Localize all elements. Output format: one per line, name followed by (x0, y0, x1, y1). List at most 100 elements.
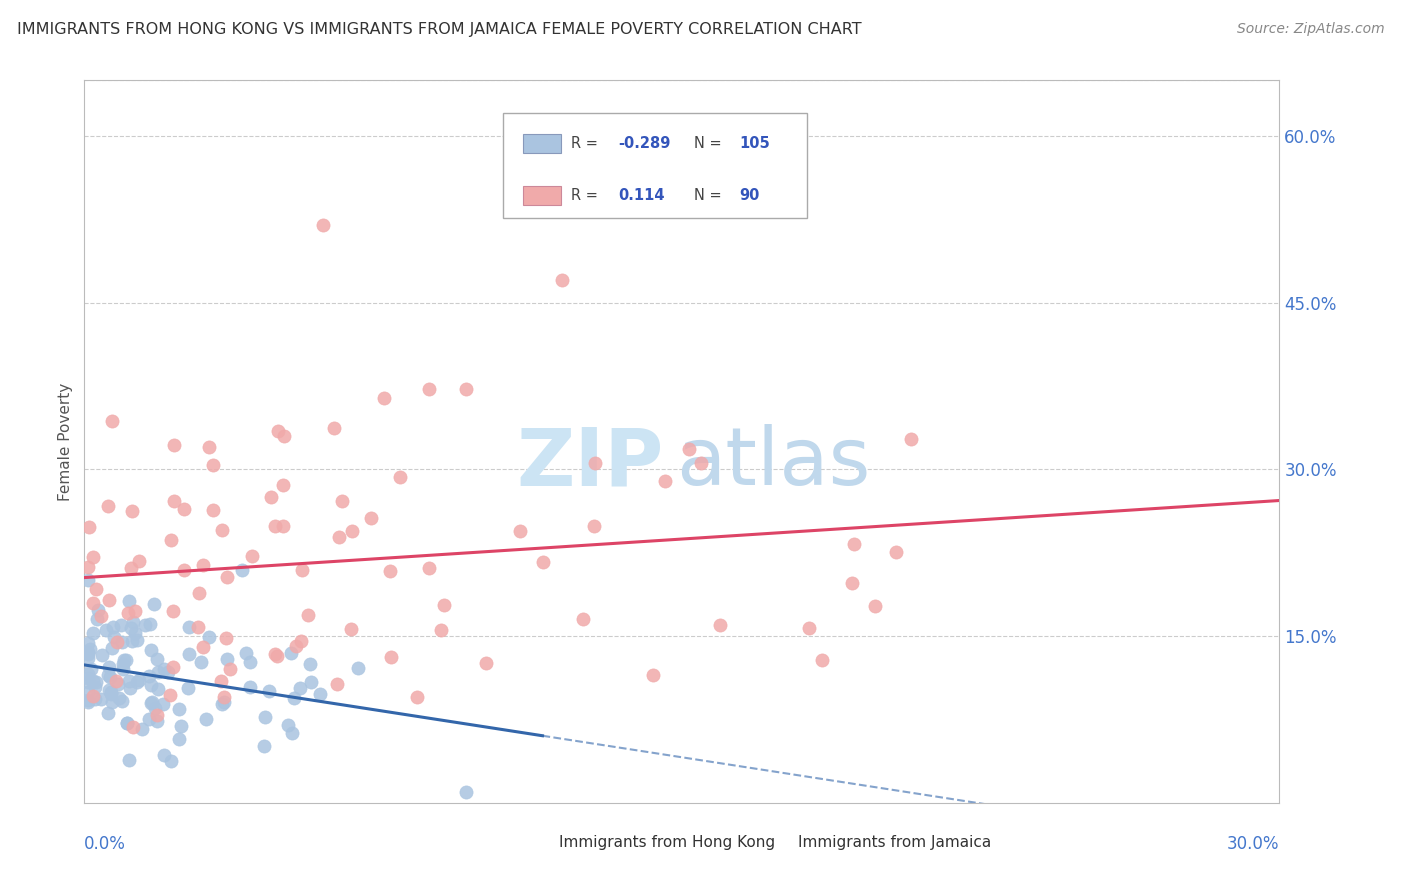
Point (266, 648, 288, 663)
Point (188, 586, 211, 600)
Point (118, 594, 141, 608)
Point (97, 668, 120, 682)
Point (82, 690, 104, 704)
Point (360, 510, 382, 524)
Point (152, 698, 174, 712)
Point (454, 382, 477, 396)
Point (689, 456, 711, 470)
Point (378, 564, 401, 578)
Point (231, 563, 253, 577)
Point (146, 714, 169, 728)
Point (340, 524, 363, 538)
Point (201, 458, 224, 472)
Point (215, 651, 238, 665)
Point (326, 677, 349, 691)
Point (90, 692, 112, 706)
Point (138, 712, 160, 726)
Point (79, 662, 101, 676)
Point (128, 553, 150, 567)
Point (571, 612, 593, 626)
Point (105, 635, 128, 649)
Point (139, 643, 162, 657)
Point (209, 673, 232, 688)
Point (297, 608, 319, 623)
Point (121, 634, 143, 648)
Point (811, 653, 834, 667)
Point (111, 635, 134, 649)
Point (193, 558, 215, 572)
Point (884, 545, 907, 559)
Point (312, 218, 335, 232)
Text: 30.0%: 30.0% (1227, 835, 1279, 854)
Point (173, 502, 195, 516)
Point (267, 424, 290, 438)
Point (111, 662, 134, 676)
Point (456, 785, 478, 799)
Point (678, 442, 700, 456)
Text: 0.114: 0.114 (619, 187, 665, 202)
Point (215, 570, 238, 584)
Point (211, 523, 233, 537)
Point (139, 696, 162, 710)
Bar (523, 186, 561, 204)
Point (298, 657, 321, 672)
Point (103, 631, 125, 645)
Point (86, 612, 108, 626)
Point (101, 641, 124, 656)
Text: atlas: atlas (676, 425, 870, 502)
Text: 105: 105 (740, 136, 770, 151)
Point (322, 420, 344, 434)
Point (122, 615, 145, 629)
Point (429, 623, 451, 637)
Point (153, 662, 176, 676)
Point (139, 616, 162, 631)
Point (709, 618, 731, 632)
Point (239, 680, 262, 694)
Bar (520, 835, 551, 851)
Point (148, 681, 170, 696)
Point (101, 620, 124, 634)
Bar (759, 835, 790, 851)
Point (90, 609, 112, 624)
Point (141, 694, 163, 708)
Point (198, 440, 221, 454)
Point (107, 677, 129, 691)
Point (160, 533, 183, 547)
Point (235, 646, 257, 660)
Point (162, 660, 184, 674)
Point (157, 665, 180, 679)
Point (290, 633, 312, 648)
Point (643, 668, 665, 682)
Point (111, 694, 134, 708)
Point (100, 414, 122, 428)
Point (177, 647, 200, 661)
Point (77, 651, 100, 665)
Point (281, 725, 304, 739)
Point (799, 621, 821, 635)
Point (138, 669, 160, 683)
Point (146, 707, 169, 722)
Point (82, 549, 104, 564)
Point (77, 685, 100, 699)
Point (83, 692, 105, 706)
Point (170, 718, 193, 732)
Point (82, 626, 104, 640)
Point (280, 646, 302, 660)
Point (406, 690, 429, 704)
Point (117, 715, 139, 730)
Point (863, 599, 886, 614)
Text: Immigrants from Jamaica: Immigrants from Jamaica (797, 835, 991, 850)
Point (87, 603, 110, 617)
Point (163, 494, 186, 508)
Point (900, 433, 922, 447)
Point (112, 657, 135, 672)
Point (509, 524, 531, 539)
Point (82, 596, 104, 610)
Point (309, 686, 332, 700)
Point (77, 674, 100, 689)
Point (190, 655, 212, 669)
Point (844, 536, 866, 550)
Point (77, 560, 100, 574)
Point (264, 647, 287, 661)
Point (120, 621, 142, 635)
